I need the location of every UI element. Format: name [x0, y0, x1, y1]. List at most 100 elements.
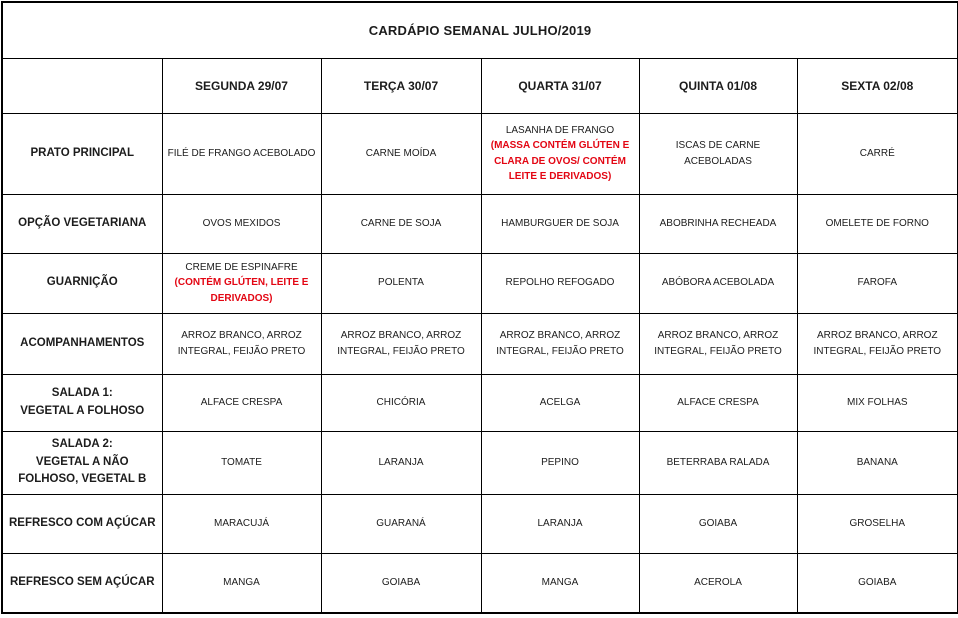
menu-cell: MIX FOLHAS [796, 373, 958, 432]
menu-cell: LARANJA [320, 430, 482, 495]
row-label: PRATO PRINCIPAL [1, 112, 163, 195]
row-label: REFRESCO COM AÇÚCAR [1, 493, 163, 554]
dish-text: GOIABA [381, 577, 421, 588]
menu-cell: ARROZ BRANCO, ARROZ INTEGRAL, FEIJÃO PRE… [480, 312, 640, 375]
menu-cell: MANGA [161, 552, 322, 614]
row-label: REFRESCO SEM AÇÚCAR [1, 552, 163, 614]
dish-text: ACELGA [539, 396, 581, 408]
menu-cell: ABOBRINHA RECHEADA [638, 193, 798, 254]
dish-text: ALFACE CRESPA [677, 396, 759, 408]
menu-body: PRATO PRINCIPAL FILÉ DE FRANGO ACEBOLADO C… [1, 112, 958, 614]
menu-row: SALADA 1: VEGETAL A FOLHOSO ALFACE CRESPA… [1, 373, 958, 432]
dish-text: CREME DE ESPINAFRE [185, 261, 298, 273]
menu-cell: CARRÉ [796, 112, 958, 195]
menu-row: ACOMPANHAMENTOS ARROZ BRANCO, ARROZ INTEG… [1, 312, 958, 375]
menu-cell: ACELGA [480, 373, 640, 432]
row-label: ACOMPANHAMENTOS [1, 312, 163, 375]
menu-cell: ARROZ BRANCO, ARROZ INTEGRAL, FEIJÃO PRE… [320, 312, 482, 375]
menu-cell: TOMATE [161, 430, 322, 495]
menu-cell: FILÉ DE FRANGO ACEBOLADO [161, 112, 322, 195]
dish-text: ARROZ BRANCO, ARROZ INTEGRAL, FEIJÃO PRE… [337, 330, 465, 357]
menu-row: REFRESCO COM AÇÚCAR MARACUJÁ GUARANÁ LARANJ… [1, 493, 958, 554]
title-row: CARDÁPIO SEMANAL JULHO/2019 [1, 1, 958, 59]
row-label: SALADA 2: VEGETAL A NÃO FOLHOSO, VEGETAL… [1, 430, 163, 495]
dish-text: BETERRABA RALADA [666, 456, 770, 468]
day-header: QUINTA 01/08 [638, 57, 798, 114]
dish-text: HAMBURGUER DE SOJA [501, 217, 619, 229]
row-label: OPÇÃO VEGETARIANA [1, 193, 163, 254]
menu-cell: GOIABA [796, 552, 958, 614]
menu-cell: CARNE MOÍDA [320, 112, 482, 195]
corner-cell [1, 57, 163, 114]
dish-text: GUARANÁ [376, 517, 426, 529]
menu-cell: BETERRABA RALADA [638, 430, 798, 495]
day-header: TERÇA 30/07 [320, 57, 482, 114]
dish-text: OVOS MEXIDOS [202, 217, 281, 229]
dish-text: ISCAS DE CARNE ACEBOLADAS [675, 140, 761, 167]
menu-cell: ARROZ BRANCO, ARROZ INTEGRAL, FEIJÃO PRE… [638, 312, 798, 375]
dish-text: CHICÓRIA [376, 396, 426, 408]
dish-text: PEPINO [541, 456, 579, 468]
menu-cell: ABÓBORA ACEBOLADA [638, 252, 798, 314]
dish-text: ALFACE CRESPA [200, 396, 283, 408]
menu-cell: ALFACE CRESPA [638, 373, 798, 432]
dish-text: MARACUJÁ [213, 517, 269, 529]
menu-cell: LARANJA [480, 493, 640, 554]
dish-text: MANGA [541, 577, 579, 588]
dish-text: CARNE MOÍDA [365, 147, 437, 159]
allergen-note: (CONTÉM GLÚTEN, LEITE E DERIVADOS) [174, 277, 309, 304]
dish-text: BANANA [856, 456, 898, 468]
dish-text: GOIABA [858, 577, 897, 588]
day-header: SEXTA 02/08 [796, 57, 958, 114]
dish-text: CARNE DE SOJA [360, 217, 442, 229]
menu-cell: GUARANÁ [320, 493, 482, 554]
allergen-note: (MASSA CONTÉM GLÚTEN E CLARA DE OVOS/ CO… [490, 140, 630, 182]
row-label: SALADA 1: VEGETAL A FOLHOSO [1, 373, 163, 432]
menu-cell: LASANHA DE FRANGO (MASSA CONTÉM GLÚTEN E … [480, 112, 640, 195]
dish-text: MIX FOLHAS [846, 396, 908, 408]
menu-cell: OMELETE DE FORNO [796, 193, 958, 254]
menu-cell: FAROFA [796, 252, 958, 314]
menu-cell: ARROZ BRANCO, ARROZ INTEGRAL, FEIJÃO PRE… [796, 312, 958, 375]
dish-text: GROSELHA [849, 517, 906, 529]
menu-cell: ARROZ BRANCO, ARROZ INTEGRAL, FEIJÃO PRE… [161, 312, 322, 375]
dish-text: MANGA [223, 577, 260, 588]
menu-cell: CREME DE ESPINAFRE (CONTÉM GLÚTEN, LEITE … [161, 252, 322, 314]
dish-text: LASANHA DE FRANGO [505, 124, 615, 136]
menu-row: SALADA 2: VEGETAL A NÃO FOLHOSO, VEGETAL… [1, 430, 958, 495]
day-header-row: SEGUNDA 29/07 TERÇA 30/07 QUARTA 31/07 QUIN… [1, 57, 958, 114]
menu-cell: ISCAS DE CARNE ACEBOLADAS [638, 112, 798, 195]
menu-row: GUARNIÇÃO CREME DE ESPINAFRE (CONTÉM GLÚTE… [1, 252, 958, 314]
menu-row: PRATO PRINCIPAL FILÉ DE FRANGO ACEBOLADO C… [1, 112, 958, 195]
menu-cell: MANGA [480, 552, 640, 614]
menu-cell: HAMBURGUER DE SOJA [480, 193, 640, 254]
menu-cell: BANANA [796, 430, 958, 495]
menu-cell: GOIABA [638, 493, 798, 554]
dish-text: ARROZ BRANCO, ARROZ INTEGRAL, FEIJÃO PRE… [177, 330, 306, 357]
dish-text: OMELETE DE FORNO [825, 217, 929, 229]
dish-text: ARROZ BRANCO, ARROZ INTEGRAL, FEIJÃO PRE… [654, 330, 782, 357]
menu-cell: OVOS MEXIDOS [161, 193, 322, 254]
dish-text: ARROZ BRANCO, ARROZ INTEGRAL, FEIJÃO PRE… [813, 330, 942, 357]
dish-text: GOIABA [698, 517, 738, 529]
dish-text: ABÓBORA ACEBOLADA [661, 277, 775, 289]
dish-text: CARRÉ [859, 147, 895, 159]
menu-cell: GROSELHA [796, 493, 958, 554]
dish-text: LARANJA [378, 456, 424, 468]
dish-text: ARROZ BRANCO, ARROZ INTEGRAL, FEIJÃO PRE… [496, 330, 624, 357]
day-header: SEGUNDA 29/07 [161, 57, 322, 114]
dish-text: TOMATE [221, 456, 262, 468]
menu-row: OPÇÃO VEGETARIANA OVOS MEXIDOS CARNE DE SO… [1, 193, 958, 254]
menu-cell: CARNE DE SOJA [320, 193, 482, 254]
page-title: CARDÁPIO SEMANAL JULHO/2019 [1, 1, 958, 59]
dish-text: FAROFA [857, 277, 897, 289]
menu-cell: POLENTA [320, 252, 482, 314]
dish-text: POLENTA [378, 277, 424, 289]
dish-text: LARANJA [537, 517, 583, 529]
dish-text: ABOBRINHA RECHEADA [659, 217, 777, 229]
menu-cell: PEPINO [480, 430, 640, 495]
menu-cell: CHICÓRIA [320, 373, 482, 432]
menu-cell: REPOLHO REFOGADO [480, 252, 640, 314]
dish-text: FILÉ DE FRANGO ACEBOLADO [167, 147, 316, 159]
